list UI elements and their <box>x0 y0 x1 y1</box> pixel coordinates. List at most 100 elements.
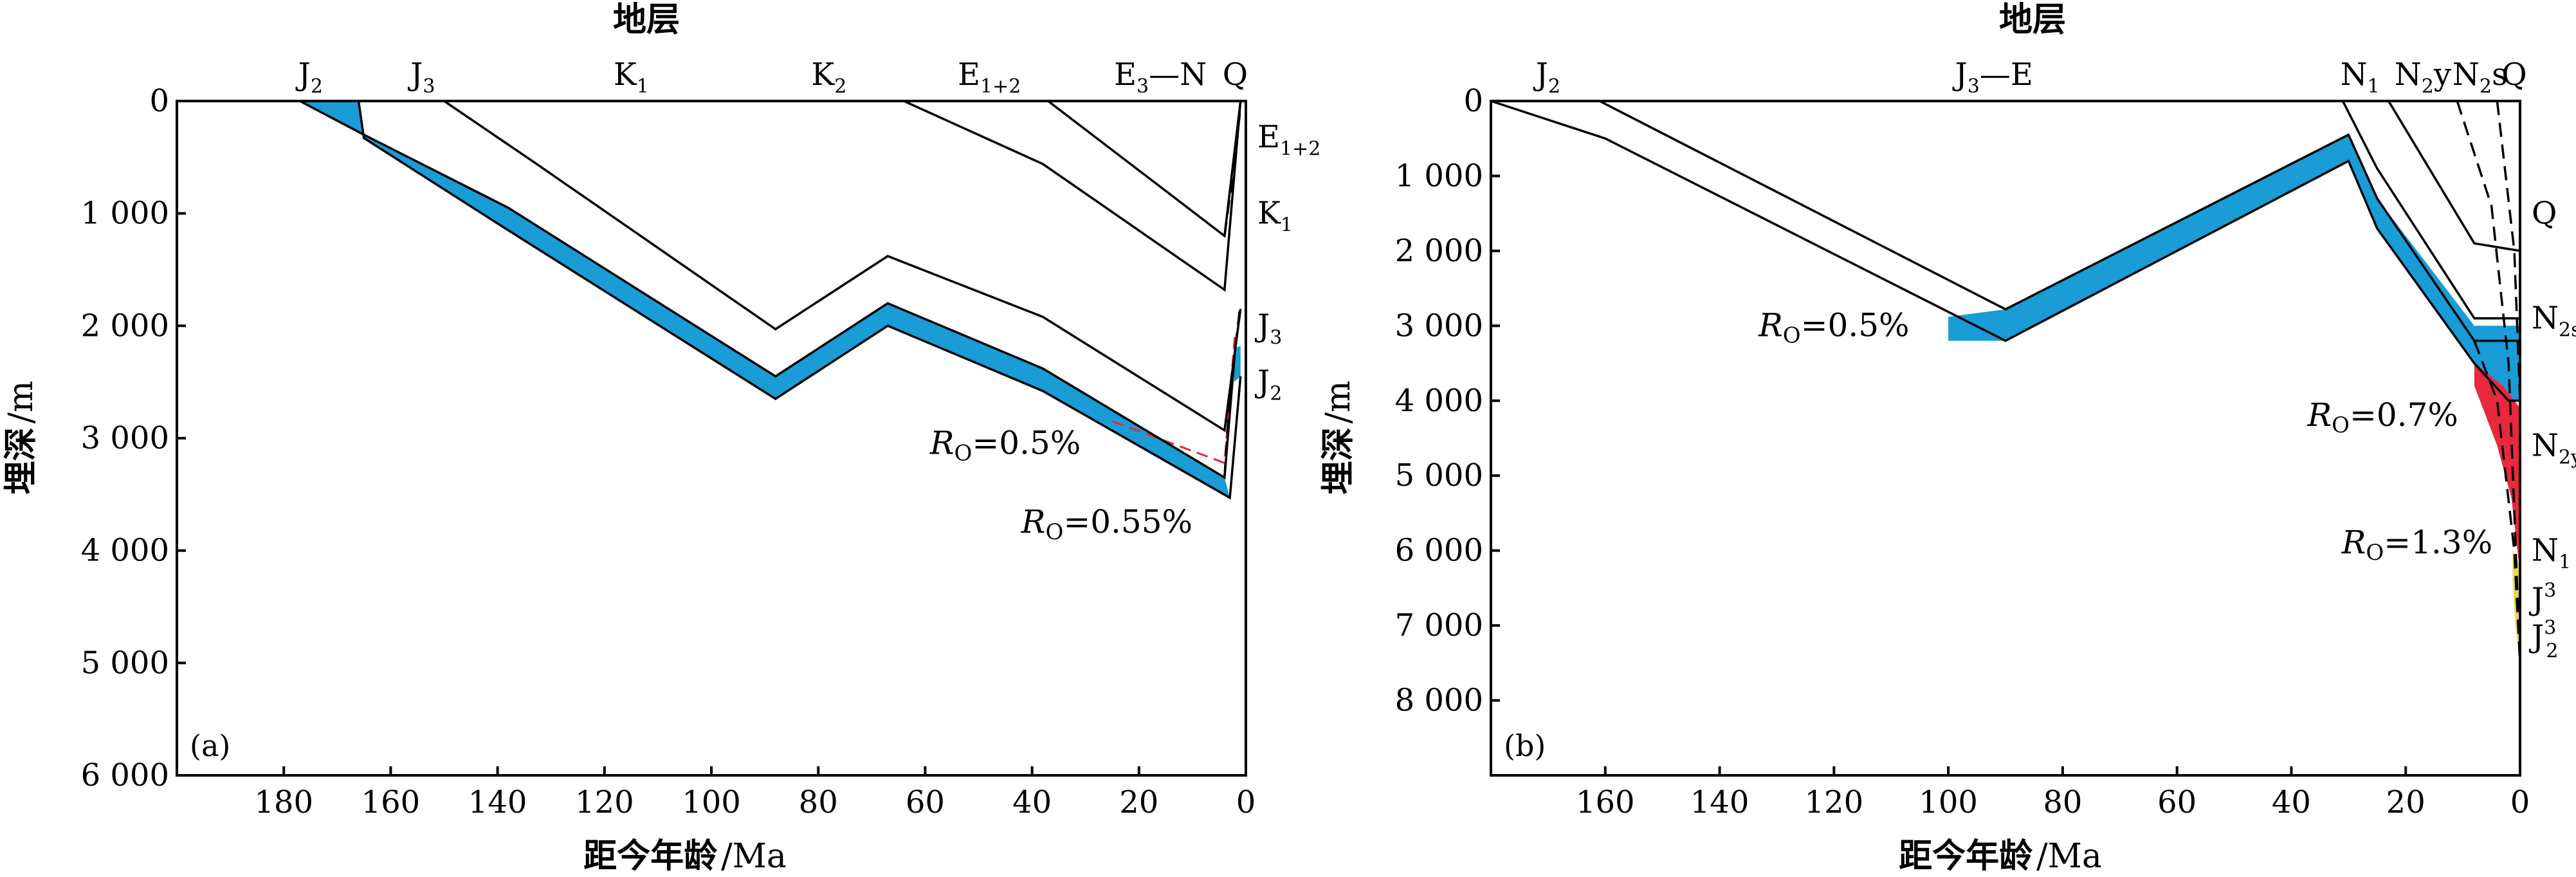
panel-a-xlabel-unit: Ma <box>733 837 787 876</box>
panel-a-xtick-label: 160 <box>361 784 421 820</box>
panel-b-ylabel: 埋深/m <box>1319 381 1358 495</box>
panel-b-stratum-top-2: N1 <box>2341 57 2380 98</box>
panel-b: 地层 160 140 120 100 80 60 40 20 0 0 1 000 2 000 3 000… <box>1319 1 2576 876</box>
panel-b-label: (b) <box>1504 728 1546 763</box>
panel-a-burial-line-3 <box>903 100 1242 292</box>
panel-a-stratum-top-3: K2 <box>811 57 846 98</box>
panel-a-xtick-label: 100 <box>682 784 741 820</box>
panel-b-burial-line-0 <box>1490 100 2520 402</box>
panel-b-burial-line-3 <box>2388 100 2521 252</box>
panel-b-ylabel-text: 埋深 <box>1319 427 1358 494</box>
panel-b-xtick-label: 140 <box>1690 784 1749 820</box>
panel-a-ytick-label: 4 000 <box>81 533 169 569</box>
panel-a-burial-line-2 <box>443 100 1242 432</box>
panel-a-stratum-top-2: K1 <box>614 57 649 98</box>
panel-b-plot-frame <box>1490 100 2521 777</box>
panel-b-band-source_rock-0 <box>1948 134 2520 401</box>
panel-a-stratum-right-0: E1+2 <box>1257 119 1320 160</box>
panel-a-xtick-label: 80 <box>799 784 838 820</box>
panel-b-top-title: 地层 <box>1999 1 2066 39</box>
panel-b-stratum-right-5: J3 2 <box>2528 617 2558 663</box>
panel-a-ytick-label: 3 000 <box>81 420 169 456</box>
panel-b-ytick-label: 5 000 <box>1395 457 1483 494</box>
panel-b-ytick-label: 0 <box>1463 83 1483 119</box>
panel-a-xtick-label: 140 <box>468 784 527 820</box>
panel-b-stratum-right-2: N2y <box>2532 428 2576 469</box>
panel-b-ro-annotation-1: RO=0.7% <box>2307 396 2458 438</box>
panel-a-burial-line-1 <box>357 100 1242 500</box>
panel-b-xtick-label: 160 <box>1576 784 1635 820</box>
panel-b-stratum-top-0: J2 <box>1533 57 1560 98</box>
panel-a-ylabel: 埋深/m <box>2 381 41 495</box>
panel-a-ytick-label: 2 000 <box>81 308 169 344</box>
panel-b-stratum-top-3: N2y <box>2395 57 2451 98</box>
panel-a-stratum-right-1: K1 <box>1257 196 1293 237</box>
panel-a-ro-line-0 <box>1111 331 1236 465</box>
panel-b-stratum-top-5: Q <box>2501 57 2526 93</box>
panel-a-xtick-label: 40 <box>1012 784 1052 820</box>
panel-a-label: (a) <box>190 728 230 763</box>
panel-b-ytick-label: 1 000 <box>1395 158 1483 194</box>
panel-b-burial-line-4 <box>2456 100 2521 663</box>
panel-a-ytick-label: 5 000 <box>81 645 169 681</box>
panel-b-stratum-right-0: Q <box>2532 196 2557 232</box>
panel-b-ro-annotation-2: RO=1.3% <box>2341 524 2492 566</box>
panel-b-stratum-top-4: N2s <box>2453 57 2508 98</box>
panel-a-plot-frame <box>176 100 1247 777</box>
panel-a-ylabel-unit: m <box>2 381 41 412</box>
panel-a-stratum-right-3: J2 <box>1254 364 1282 405</box>
panel-b-stratum-right-4: J3 <box>2528 579 2556 617</box>
panel-a-stratum-top-0: J2 <box>295 57 323 98</box>
panel-a-stratum-top-6: Q <box>1223 57 1248 93</box>
panel-b-stratum-top-1: J3—E <box>1952 57 2033 98</box>
panel-b-ytick-label: 2 000 <box>1395 233 1483 269</box>
panel-b-burial-line-5 <box>2496 100 2521 401</box>
panel-a-ylabel-text: 埋深 <box>2 427 41 494</box>
panel-a-xtick-label: 0 <box>1236 784 1256 820</box>
panel-b-ytick-label: 3 000 <box>1395 308 1483 344</box>
panel-a-stratum-top-4: E1+2 <box>958 57 1021 98</box>
panel-a-xtick-label: 20 <box>1119 784 1158 820</box>
panel-a-stratum-top-5: E3—N <box>1114 57 1207 98</box>
panel-b-burial-line-2 <box>2341 100 2520 320</box>
panel-b-ro-annotation-0: RO=0.5% <box>1758 306 1909 348</box>
panel-b-xtick-label: 120 <box>1805 784 1864 820</box>
panel-b-ytick-label: 8 000 <box>1395 683 1483 719</box>
panel-b-ylabel-unit: m <box>1319 381 1358 412</box>
panel-a-band-source_rock-0 <box>300 101 1230 498</box>
panel-a-ro-annotation-1: RO=0.55% <box>1021 503 1192 545</box>
panel-b-ytick-label: 7 000 <box>1395 607 1483 643</box>
panel-b-burial-line-6 <box>2473 340 2521 663</box>
panel-b-ytick-label: 4 000 <box>1395 383 1483 419</box>
panel-a-top-title: 地层 <box>613 1 680 39</box>
panel-a-burial-line-4 <box>1047 100 1242 238</box>
panel-a-burial-line-5 <box>1223 106 1242 236</box>
panel-a-ytick-label: 1 000 <box>81 196 169 232</box>
panel-a-ytick-label: 6 000 <box>81 757 169 793</box>
panel-a-xtick-label: 180 <box>254 784 313 820</box>
panel-b-xlabel-unit: Ma <box>2048 837 2102 876</box>
panel-b-xtick-label: 60 <box>2157 784 2197 820</box>
panel-b-stratum-right-1: N2s <box>2532 300 2576 342</box>
panel-b-xtick-label: 20 <box>2386 784 2425 820</box>
panel-b-xtick-label: 0 <box>2510 784 2530 820</box>
panel-b-xlabel-text: 距今年龄 <box>1899 837 2032 876</box>
panel-a-xtick-label: 60 <box>906 784 945 820</box>
panel-b-xlabel: 距今年龄/Ma <box>1899 837 2102 876</box>
panel-a: 地层 180 160 140 120 100 80 60 40 20 0 0 1 000 2 000 3 … <box>2 1 1320 876</box>
panel-b-xtick-label: 100 <box>1919 784 1978 820</box>
panel-a-ytick-label: 0 <box>149 83 169 119</box>
panel-a-xlabel: 距今年龄/Ma <box>583 837 787 876</box>
panel-b-burial-line-1 <box>1599 100 2520 342</box>
panel-a-ro-annotation-0: RO=0.5% <box>929 425 1081 466</box>
panel-a-xlabel-text: 距今年龄 <box>583 837 717 876</box>
panel-a-burial-line-0 <box>299 100 1237 480</box>
panel-b-xtick-label: 40 <box>2272 784 2311 820</box>
panel-a-stratum-right-2: J3 <box>1254 308 1282 349</box>
panel-a-burial-line-6 <box>1223 303 1242 478</box>
panel-b-stratum-right-3: N1 <box>2532 533 2571 574</box>
panel-a-stratum-top-1: J3 <box>407 57 435 98</box>
panel-b-band-mature-1 <box>2474 363 2520 573</box>
panel-b-ytick-label: 6 000 <box>1395 533 1483 569</box>
